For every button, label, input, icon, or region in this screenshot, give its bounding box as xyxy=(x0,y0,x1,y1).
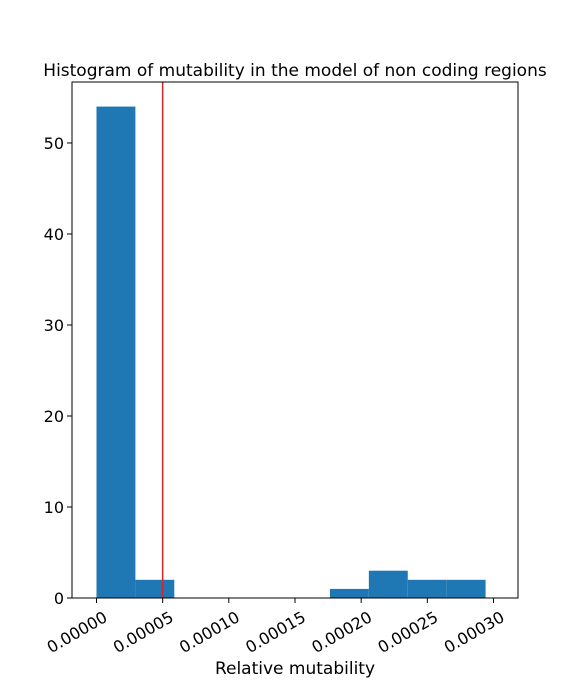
histogram-bar xyxy=(135,579,175,598)
histogram-bar xyxy=(446,579,486,598)
histogram-bar xyxy=(96,106,136,599)
y-tick-label: 30 xyxy=(44,316,64,335)
x-axis-label: Relative mutability xyxy=(215,659,375,679)
y-tick-label: 20 xyxy=(44,407,64,426)
y-tick-label: 10 xyxy=(44,498,64,517)
histogram-bars xyxy=(96,106,486,599)
chart-title: Histogram of mutability in the model of … xyxy=(43,61,547,81)
y-tick-label: 50 xyxy=(44,134,64,153)
histogram-bar xyxy=(329,588,369,598)
y-axis: 0 10 20 30 40 50 xyxy=(44,134,72,608)
histogram-bar xyxy=(407,579,447,598)
histogram-bar xyxy=(368,570,408,598)
y-tick-label: 40 xyxy=(44,225,64,244)
y-tick-label: 0 xyxy=(54,589,64,608)
